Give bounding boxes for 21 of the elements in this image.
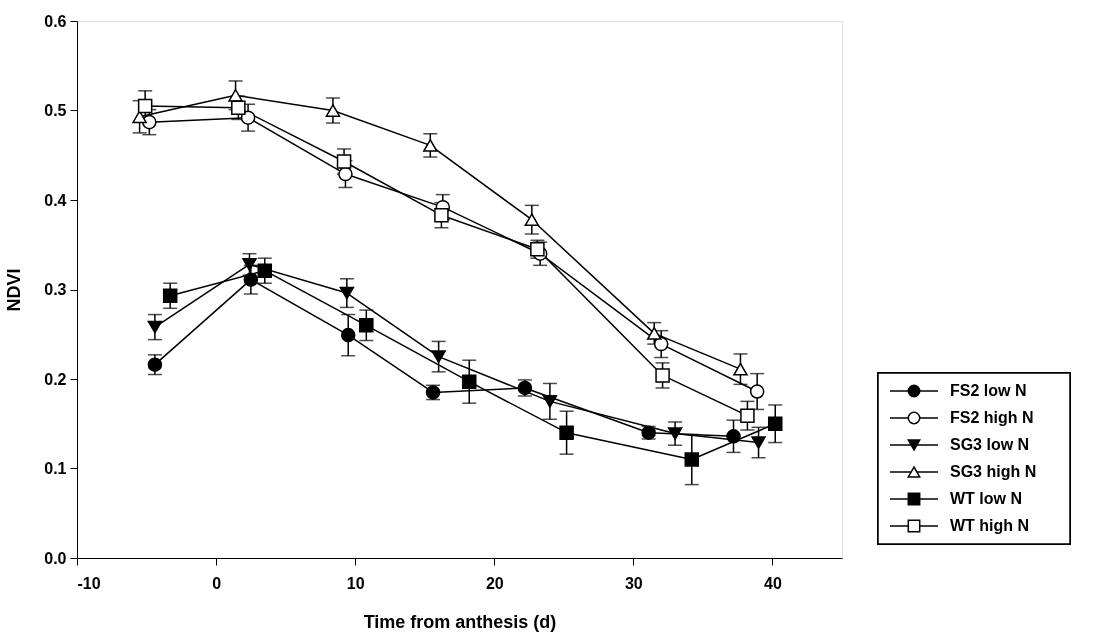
x-tick-label: 0 — [212, 574, 222, 592]
x-axis-title: Time from anthesis (d) — [363, 611, 557, 632]
legend-label: WT low N — [950, 490, 1022, 507]
x-tick-label: 10 — [346, 574, 365, 592]
x-tick-label: 20 — [485, 574, 504, 592]
legend-label: WT high N — [950, 517, 1030, 534]
legend-label: FS2 low N — [950, 382, 1027, 399]
legend-label: SG3 low N — [950, 436, 1030, 453]
x-tick-label: -10 — [77, 574, 101, 592]
legend-label: SG3 high N — [950, 463, 1037, 480]
y-tick-label: 0.6 — [44, 12, 67, 30]
y-tick-label: 0.2 — [44, 370, 67, 388]
y-tick-label: 0.4 — [44, 191, 67, 209]
y-tick-label: 0.5 — [44, 102, 67, 119]
y-tick-label: 0.0 — [44, 549, 67, 567]
y-axis-title: NDVI — [4, 268, 25, 312]
y-tick-label: 0.3 — [44, 281, 67, 298]
x-tick-label: 40 — [764, 574, 782, 592]
y-tick-label: 0.1 — [44, 460, 67, 477]
legend-label: FS2 high N — [950, 409, 1034, 426]
x-tick-label: 30 — [624, 574, 643, 592]
